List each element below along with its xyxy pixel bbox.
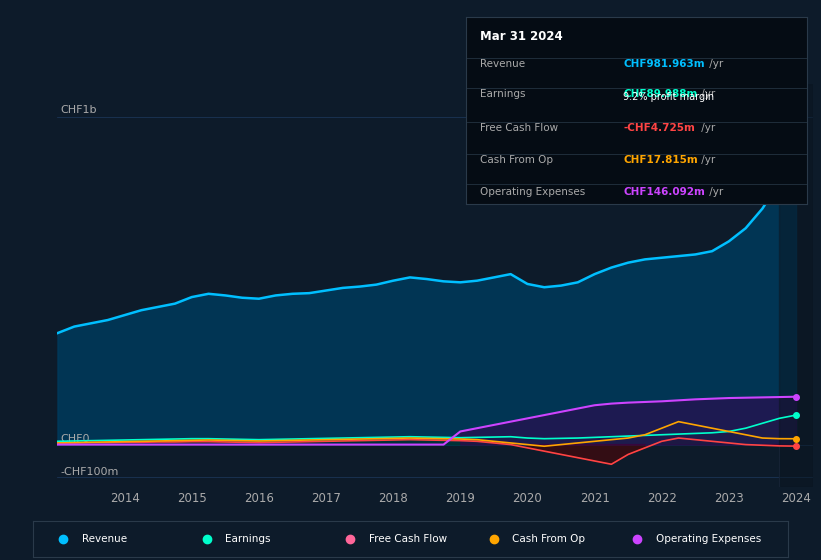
Text: -CHF4.725m: -CHF4.725m (623, 123, 695, 133)
Text: CHF17.815m: CHF17.815m (623, 155, 698, 165)
Text: Cash From Op: Cash From Op (480, 155, 553, 165)
Text: Cash From Op: Cash From Op (512, 534, 585, 544)
Text: CHF1b: CHF1b (61, 105, 98, 115)
Text: /yr: /yr (698, 123, 715, 133)
Text: Earnings: Earnings (480, 90, 525, 99)
Text: Free Cash Flow: Free Cash Flow (369, 534, 447, 544)
Text: Operating Expenses: Operating Expenses (480, 187, 585, 197)
Text: Free Cash Flow: Free Cash Flow (480, 123, 558, 133)
Text: /yr: /yr (705, 187, 722, 197)
Text: Operating Expenses: Operating Expenses (656, 534, 761, 544)
Text: CHF89.988m: CHF89.988m (623, 90, 697, 99)
Text: -CHF100m: -CHF100m (61, 466, 119, 477)
Text: /yr: /yr (705, 59, 722, 69)
Text: 9.2% profit margin: 9.2% profit margin (623, 92, 714, 102)
Text: Earnings: Earnings (226, 534, 271, 544)
Text: /yr: /yr (698, 90, 715, 99)
Text: Revenue: Revenue (480, 59, 525, 69)
Text: /yr: /yr (698, 155, 715, 165)
Bar (779, 84, 813, 487)
Text: CHF146.092m: CHF146.092m (623, 187, 705, 197)
Text: Revenue: Revenue (82, 534, 127, 544)
Text: CHF0: CHF0 (61, 433, 90, 444)
Text: Mar 31 2024: Mar 31 2024 (480, 30, 562, 43)
Text: CHF981.963m: CHF981.963m (623, 59, 704, 69)
